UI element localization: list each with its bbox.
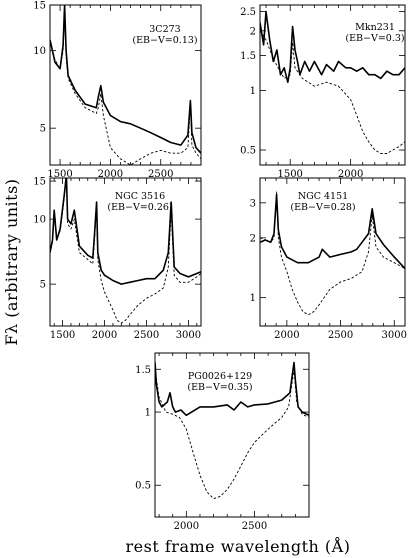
panel-2-xtick-label: 1500 [277,169,302,180]
panel-5-object-name: PG0026+129 [188,371,252,382]
panel-3-xtick-label: 1500 [50,330,75,341]
panel-4-frame [259,177,406,327]
panel-1-series-dashed [50,8,201,165]
panel-4-object-name: NGC 4151 [298,191,348,202]
panel-2-ytick-label: 2 [250,26,256,37]
panel-3-frame [49,177,202,327]
panel-3-ebv-label: (EB−V=0.26) [107,202,172,213]
panel-5-ytick-label: 0.5 [135,481,151,492]
panel-4-xtick-label: 3000 [382,330,407,341]
panel-3-series-dashed [50,178,201,324]
panel-4: 2000 2500 3000 1 2 3 NGC 4151(EB−V=0.28) [250,177,407,341]
panel-4-series-dashed [260,191,405,316]
panel-5-xtick-label: 2000 [174,521,199,532]
panel-5-series-dashed [155,368,309,500]
panel-2-xtick-label: 2000 [338,169,363,180]
panel-3-ytick-label: 5 [40,280,46,291]
panel-2-ytick-label: 1 [250,86,256,97]
panel-4-ytick-label: 1 [250,293,256,304]
panel-2-ebv-label: (EB−V=0.3) [345,33,404,44]
panel-1-xtick-label: 2500 [148,169,173,180]
panel-1-ytick-label: 15 [33,1,46,12]
panel-5-ytick-label: 1.5 [135,365,151,376]
panel-1-object-name: 3C273 [149,24,180,35]
panel-3-object-name: NGC 3516 [115,191,165,202]
panel-1-ytick-label: 10 [33,46,46,57]
panel-3-xtick-label: 2500 [134,330,159,341]
panel-2-object-name: Mkn231 [355,22,395,33]
panel-3-ytick-label: 10 [33,215,46,226]
panel-2-frame [259,4,406,166]
panel-1: 1500 2000 2500 5 10 15 3C273(EB−V=0.13) [33,1,202,180]
panel-2-ytick-label: 0.5 [240,146,256,157]
panel-1-xtick-label: 1500 [47,169,72,180]
y-axis-title: Fλ (arbitrary units) [2,178,21,345]
panel-3-ytick-label: 15 [33,177,46,188]
panel-5: 2000 2500 0.5 1 1.5 PG0026+129(EB−V=0.35) [135,352,310,532]
panel-3-xtick-label: 2000 [92,330,117,341]
panel-1-xtick-label: 2000 [98,169,123,180]
panel-2-series-solid [260,10,405,83]
panel-2-series-dashed [260,30,405,154]
panel-5-series-solid [155,361,309,417]
panel-5-frame [154,352,310,518]
panel-4-ytick-label: 2 [250,233,256,244]
panel-5-ebv-label: (EB−V=0.35) [187,382,252,393]
x-axis-title: rest frame wavelength (Å) [126,536,351,556]
panel-4-ytick-label: 3 [250,198,256,209]
panel-4-xtick-label: 2500 [328,330,353,341]
panel-1-ytick-label: 5 [40,124,46,135]
panel-2: 1500 2000 0.5 1 1.5 2 2.5 Mkn231(EB−V=0.3) [240,4,406,180]
panel-2-ytick-label: 2.5 [240,7,256,18]
panel-4-xtick-label: 2000 [274,330,299,341]
panel-5-xtick-label: 2500 [242,521,267,532]
panel-2-ytick-label: 1.5 [240,51,256,62]
panel-4-ebv-label: (EB−V=0.28) [290,202,355,213]
panel-3: 1500 2000 2500 3000 5 10 15 NGC 3516(EB−V=0.26) [33,177,202,341]
panel-1-ebv-label: (EB−V=0.13) [132,35,197,46]
panel-3-xtick-label: 3000 [176,330,201,341]
panel-1-frame [49,4,202,166]
panel-5-ytick-label: 1 [145,408,151,419]
